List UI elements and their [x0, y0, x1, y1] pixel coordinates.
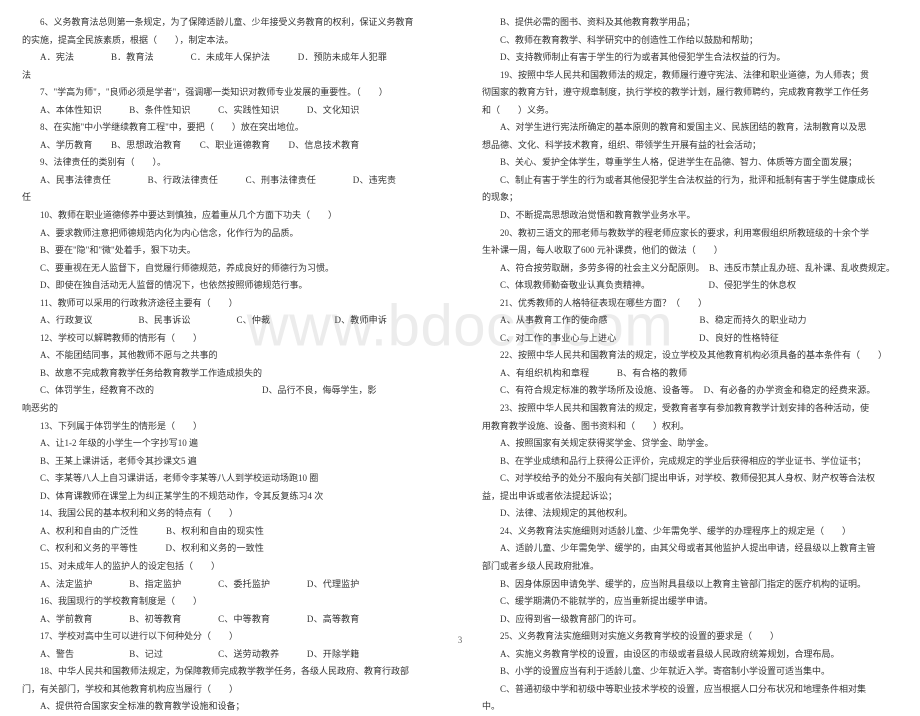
text-line: 和（ ）义务。 [482, 102, 898, 120]
text-line: A、警告 B、记过 C、送劳动教养 D、开除学籍 [22, 646, 438, 664]
text-line: 15、对未成年人的监护人的设定包括（ ） [22, 558, 438, 576]
text-line: A、符合按劳取酬，多劳多得的社会主义分配原则。 B、违反市禁止乱办班、乱补课、乱… [482, 260, 898, 278]
text-line: 23、按照中华人民共和国教育法的规定，受教育者享有参加教育教学计划安排的各种活动… [482, 400, 898, 418]
text-line: 24、义务教育法实施细则对适龄儿童、少年需免学、缓学的办理程序上的规定是（ ） [482, 523, 898, 541]
text-line: D、不断提高思想政治觉悟和教育教学业务水平。 [482, 207, 898, 225]
text-line: 任 [22, 189, 438, 207]
text-line: 22、按照中华人民共和国教育法的规定，设立学校及其他教育机构必须具备的基本条件有… [482, 347, 898, 365]
text-line: 10、教师在职业道德修养中要达到慎独，应着重从几个方面下功夫（ ） [22, 207, 438, 225]
text-line: A、按照国家有关规定获得奖学金、贷学金、助学金。 [482, 435, 898, 453]
text-line: 21、优秀教师的人格特征表现在哪些方面？（ ） [482, 295, 898, 313]
text-line: A、行政复议 B、民事诉讼 C、仲裁 D、教师申诉 [22, 312, 438, 330]
text-line: C、权利和义务的平等性 D、权利和义务的一致性 [22, 540, 438, 558]
text-line: 法 [22, 67, 438, 85]
text-line: B、要在"隐"和"微"处着手，狠下功夫。 [22, 242, 438, 260]
text-line: 9、法律责任的类别有（ ）。 [22, 154, 438, 172]
text-line: B、因身体原因申请免学、缓学的，应当附具县级以上教育主管部门指定的医疗机构的证明… [482, 576, 898, 594]
text-line: B、在学业成绩和品行上获得公正评价，完成规定的学业后获得相应的学业证书、学位证书… [482, 453, 898, 471]
text-line: A、让1-2 年级的小学生一个字抄写10 遍 [22, 435, 438, 453]
text-line: A、本体性知识 B、条件性知识 C、实践性知识 D、文化知识 [22, 102, 438, 120]
right-column: B、提供必需的图书、资料及其他教育教学用品；C、教师在教育教学、科学研究中的创造… [460, 0, 920, 651]
text-line: A、权利和自由的广泛性 B、权利和自由的现实性 [22, 523, 438, 541]
text-line: 7、"学高为师"，"良师必须是学者"，强调哪一类知识对教师专业发展的重要性。（ … [22, 84, 438, 102]
text-line: C、制止有害于学生的行为或者其他侵犯学生合法权益的行为，批评和抵制有害于学生健康… [482, 172, 898, 190]
text-line: D、支持教师制止有害于学生的行为或者其他侵犯学生合法权益的行为。 [482, 49, 898, 67]
text-line: 想品德、文化、科学技术教育，组织、带领学生开展有益的社会活动； [482, 137, 898, 155]
text-line: C、缓学期满仍不能就学的，应当重新提出缓学申请。 [482, 593, 898, 611]
text-line: 门，有关部门，学校和其他教育机构应当履行（ ） [22, 681, 438, 699]
text-line: 11、教师可以采用的行政救济途径主要有（ ） [22, 295, 438, 313]
text-line: A、适龄儿童、少年需免学、缓学的，由其父母或者其他监护人提出申请，经县级以上教育… [482, 540, 898, 558]
text-line: 的现象； [482, 189, 898, 207]
text-line: 12、学校可以解聘教师的情形有（ ） [22, 330, 438, 348]
text-line: 14、我国公民的基本权利和义务的特点有（ ） [22, 505, 438, 523]
text-line: 25、义务教育法实施细则对实施义务教育学校的设置的要求是（ ） [482, 628, 898, 646]
text-line: 18、中华人民共和国教师法规定，为保障教师完成教学教学任务，各级人民政府、教育行… [22, 663, 438, 681]
text-line: 17、学校对高中生可以进行以下何种处分（ ） [22, 628, 438, 646]
text-line: C、教师在教育教学、科学研究中的创造性工作给以鼓励和帮助； [482, 32, 898, 50]
left-column: 6、义务教育法总则第一条规定，为了保障适龄儿童、少年接受义务教育的权利，保证义务… [0, 0, 460, 651]
text-line: A．宪法 B．教育法 C．未成年人保护法 D．预防未成年人犯罪 [22, 49, 438, 67]
text-line: A、要求教师注意把师德规范内化为内心信念，化作行为的品质。 [22, 225, 438, 243]
text-line: D、法律、法规规定的其他权利。 [482, 505, 898, 523]
text-line: B、关心、爱护全体学生，尊重学生人格，促进学生在品德、智力、体质等方面全面发展； [482, 154, 898, 172]
text-line: 中。 [482, 698, 898, 716]
text-line: 16、我国现行的学校教育制度是（ ） [22, 593, 438, 611]
text-line: 13、下列属于体罚学生的情形是（ ） [22, 418, 438, 436]
text-line: 部门或者乡级人民政府批准。 [482, 558, 898, 576]
text-line: B、提供必需的图书、资料及其他教育教学用品； [482, 14, 898, 32]
text-line: A、学历教育 B、思想政治教育 C、职业道德教育 D、信息技术教育 [22, 137, 438, 155]
text-line: 19、按照中华人民共和国教师法的规定，教师履行遵守宪法、法律和职业道德，为人师表… [482, 67, 898, 85]
text-line: C、普通初级中学和初级中等职业技术学校的设置，应当根据人口分布状况和地理条件相对… [482, 681, 898, 699]
text-line: 彻国家的教育方针，遵守规章制度，执行学校的教学计划，履行教师聘约，完成教育教学工… [482, 84, 898, 102]
text-line: A、有组织机构和章程 B、有合格的教师 [482, 365, 898, 383]
text-line: 生补课一周，每人收取了600 元补课费，他们的做法（ ） [482, 242, 898, 260]
text-line: A、法定监护 B、指定监护 C、委托监护 D、代理监护 [22, 576, 438, 594]
text-line: A、民事法律责任 B、行政法律责任 C、刑事法律责任 D、违宪责 [22, 172, 438, 190]
text-line: 益，提出申诉或者依法提起诉讼； [482, 488, 898, 506]
text-line: 20、教初三语文的邢老师与教数学的程老师应家长的要求，利用寒假组织所教班级的十余… [482, 225, 898, 243]
text-line: C、体现教师勤奋敬业认真负责精神。 D、侵犯学生的休息权 [482, 277, 898, 295]
text-line: C、对学校给予的处分不服向有关部门提出申诉，对学校、教师侵犯其人身权、财产权等合… [482, 470, 898, 488]
text-line: D、即使在独自活动无人监督的情况下，也依然按照师德规范行事。 [22, 277, 438, 295]
text-line: A、学前教育 B、初等教育 C、中等教育 D、高等教育 [22, 611, 438, 629]
text-line: B、王某上课讲话，老师令其抄课文5 遍 [22, 453, 438, 471]
text-line: 8、在实施"中小学继续教育工程"中，要把（ ）放在突出地位。 [22, 119, 438, 137]
text-line: 响恶劣的 [22, 400, 438, 418]
text-line: 6、义务教育法总则第一条规定，为了保障适龄儿童、少年接受义务教育的权利，保证义务… [22, 14, 438, 32]
text-line: A、对学生进行宪法所确定的基本原则的教育和爱国主义、民族团结的教育，法制教育以及… [482, 119, 898, 137]
text-line: A、提供符合国家安全标准的教育教学设施和设备； [22, 698, 438, 716]
text-line: C、要重视在无人监督下，自觉履行师德规范，养成良好的师德行为习惯。 [22, 260, 438, 278]
page-container: 6、义务教育法总则第一条规定，为了保障适龄儿童、少年接受义务教育的权利，保证义务… [0, 0, 920, 651]
text-line: C、体罚学生，经教育不改的 D、品行不良，侮辱学生，影 [22, 382, 438, 400]
text-line: C、对工作的事业心与上进心 D、良好的性格特征 [482, 330, 898, 348]
text-line: D、体育课教师在课堂上为纠正某学生的不规范动作，令其反复练习4 次 [22, 488, 438, 506]
text-line: 的实施，提高全民族素质，根据（ ），制定本法。 [22, 32, 438, 50]
text-line: 用教育教学设施、设备、图书资料和（ ）权利。 [482, 418, 898, 436]
text-line: B、故意不完成教育教学任务给教育教学工作造成损失的 [22, 365, 438, 383]
text-line: C、有符合规定标准的教学场所及设施、设备等。 D、有必备的办学资金和稳定的经费来… [482, 382, 898, 400]
text-line: B、小学的设置应当有利于适龄儿童、少年就近入学。寄宿制小学设置可适当集中。 [482, 663, 898, 681]
text-line: D、应得到省一级教育部门的许可。 [482, 611, 898, 629]
text-line: C、李某等八人上自习课讲话，老师令李某等八人到学校运动场跑10 圈 [22, 470, 438, 488]
text-line: A、不能团结同事，其他教师不愿与之共事的 [22, 347, 438, 365]
text-line: A、从事教育工作的使命感 B、稳定而持久的职业动力 [482, 312, 898, 330]
text-line: A、实施义务教育学校的设置，由设区的市级或者县级人民政府统筹规划，合理布局。 [482, 646, 898, 664]
